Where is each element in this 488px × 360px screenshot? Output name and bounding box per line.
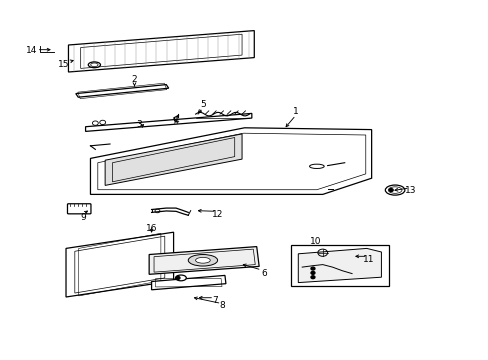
Text: 11: 11 bbox=[363, 255, 374, 264]
Text: 10: 10 bbox=[309, 237, 321, 246]
Polygon shape bbox=[66, 232, 173, 297]
Bar bbox=[290, 245, 388, 286]
Text: 3: 3 bbox=[136, 120, 142, 129]
Ellipse shape bbox=[88, 62, 101, 68]
Polygon shape bbox=[105, 134, 242, 185]
Text: 12: 12 bbox=[211, 210, 223, 219]
Text: 6: 6 bbox=[261, 269, 266, 278]
Circle shape bbox=[310, 271, 314, 274]
Text: 1: 1 bbox=[292, 107, 298, 116]
Polygon shape bbox=[68, 31, 254, 72]
Text: 2: 2 bbox=[131, 75, 137, 84]
Text: 9: 9 bbox=[80, 213, 86, 222]
Ellipse shape bbox=[309, 164, 324, 168]
Polygon shape bbox=[85, 113, 251, 131]
FancyBboxPatch shape bbox=[67, 204, 91, 214]
Ellipse shape bbox=[91, 63, 98, 67]
Circle shape bbox=[176, 276, 180, 279]
Text: 16: 16 bbox=[145, 224, 157, 233]
Polygon shape bbox=[75, 236, 164, 293]
Text: 13: 13 bbox=[404, 186, 416, 195]
Circle shape bbox=[388, 189, 392, 192]
Text: 7: 7 bbox=[212, 296, 218, 305]
Polygon shape bbox=[90, 128, 371, 194]
Polygon shape bbox=[76, 85, 168, 97]
Polygon shape bbox=[298, 248, 381, 283]
Ellipse shape bbox=[387, 187, 401, 193]
Polygon shape bbox=[81, 34, 242, 68]
Text: 8: 8 bbox=[219, 302, 225, 310]
Ellipse shape bbox=[175, 275, 186, 281]
Text: 15: 15 bbox=[58, 60, 69, 69]
Text: 14: 14 bbox=[26, 46, 38, 55]
Ellipse shape bbox=[385, 185, 404, 195]
Text: 5: 5 bbox=[200, 100, 205, 109]
Circle shape bbox=[310, 267, 314, 270]
Text: 4: 4 bbox=[173, 116, 179, 125]
Polygon shape bbox=[149, 247, 259, 274]
Ellipse shape bbox=[195, 257, 210, 263]
Polygon shape bbox=[151, 275, 225, 290]
Circle shape bbox=[310, 276, 314, 279]
Ellipse shape bbox=[188, 255, 217, 266]
